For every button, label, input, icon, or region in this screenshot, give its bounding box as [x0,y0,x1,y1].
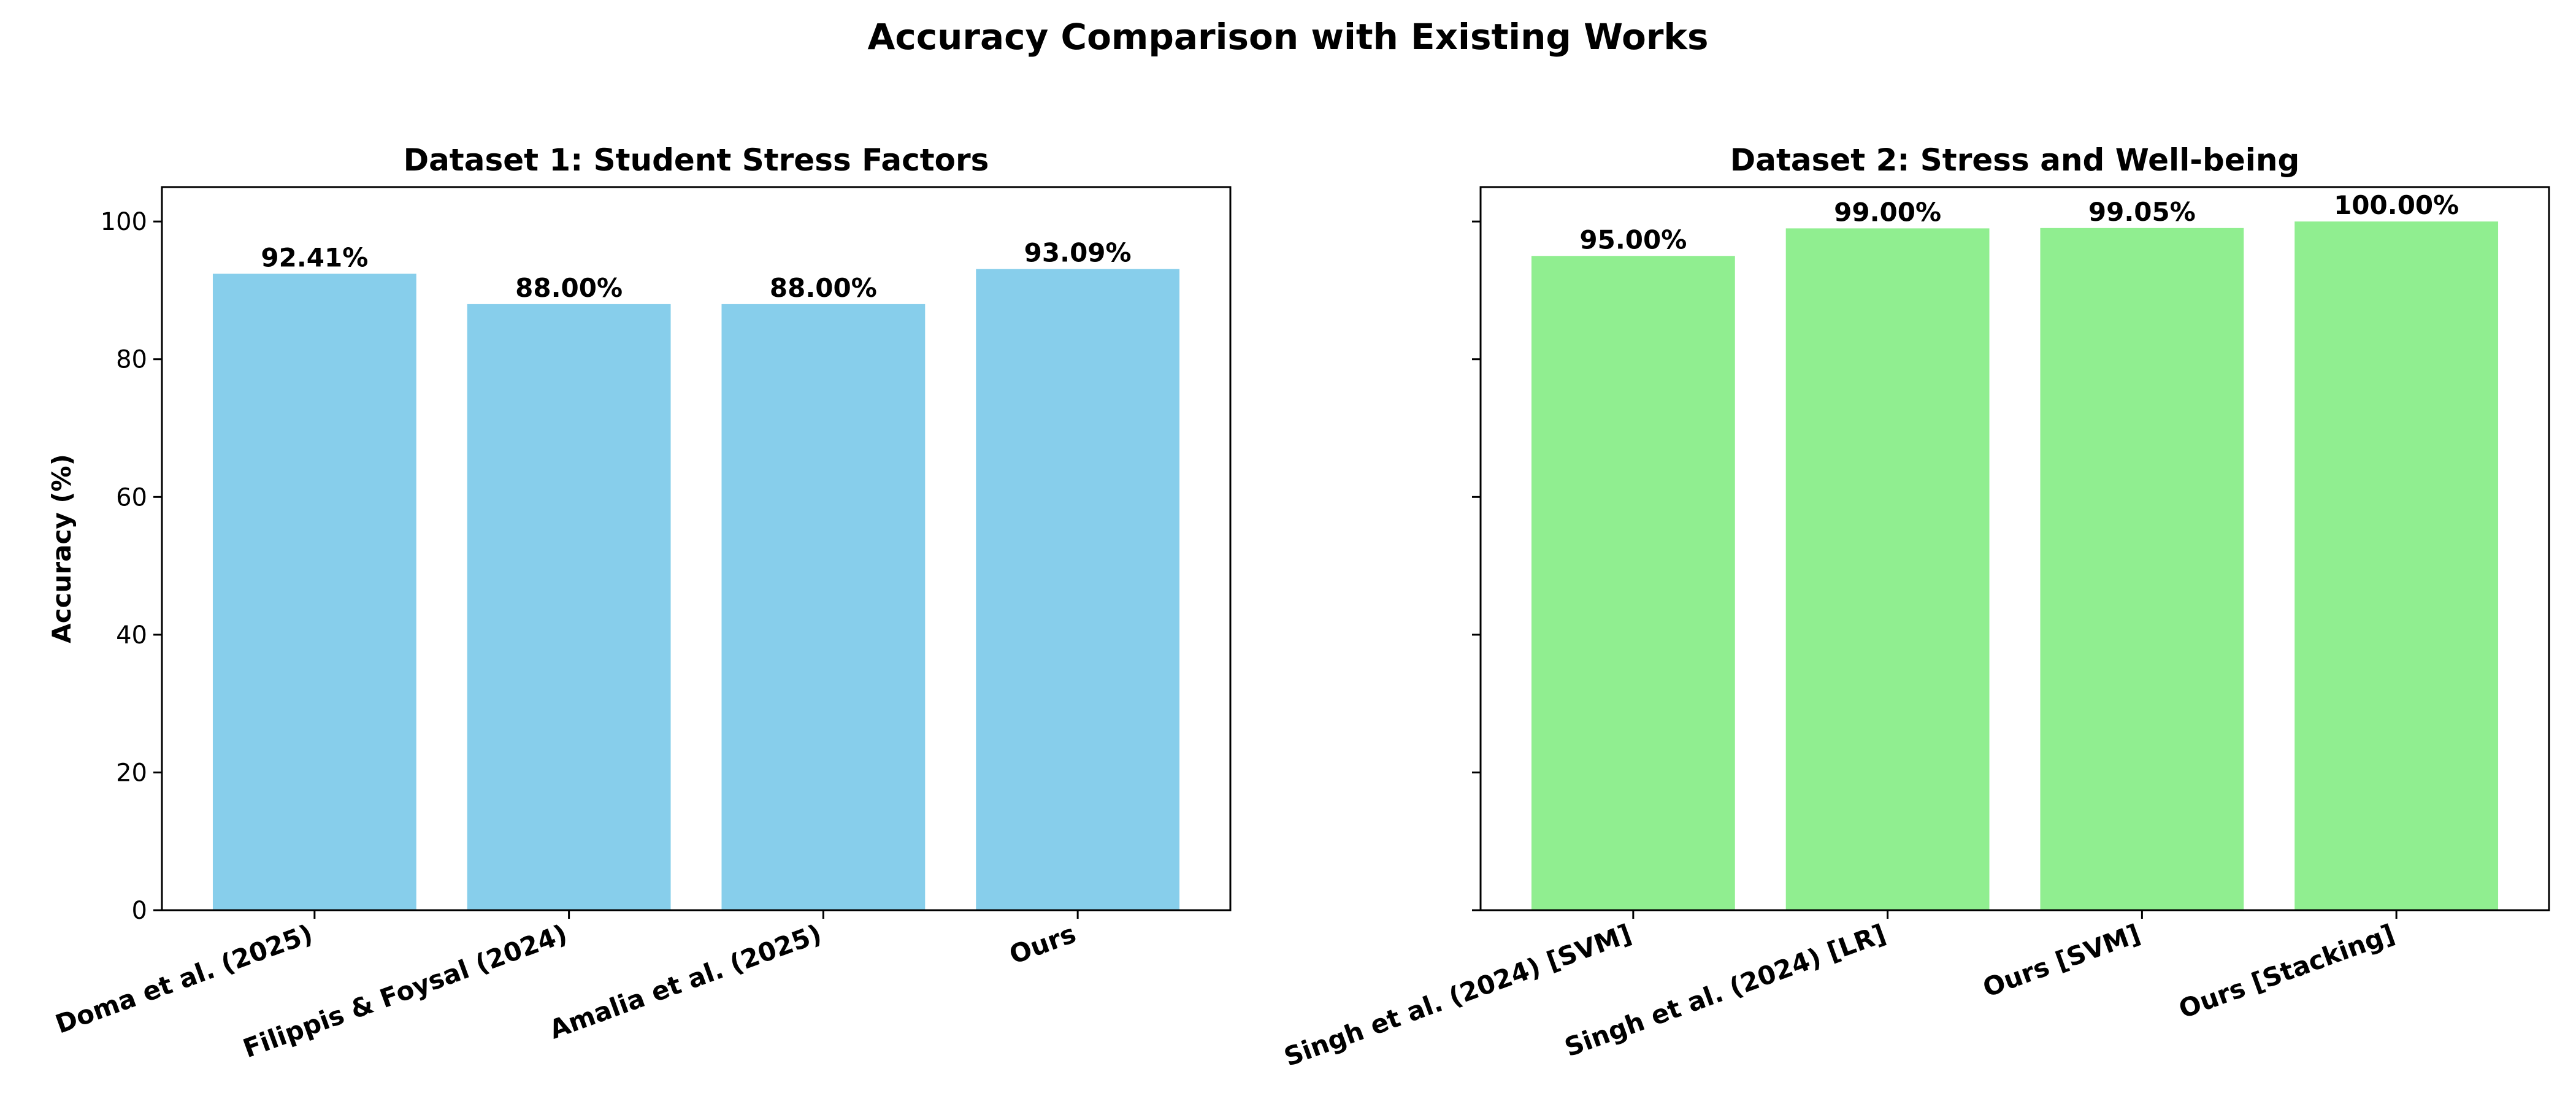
chart-2-title: Dataset 2: Stress and Well-being [1730,142,2300,178]
chart-1-value-label: 88.00% [770,273,877,303]
chart-2-value-label: 99.00% [1834,197,1941,227]
chart-2-value-label: 99.05% [2088,197,2196,227]
chart-1-value-label: 88.00% [515,273,623,303]
chart-1-value-label: 93.09% [1024,238,1132,268]
chart-2-value-label: 95.00% [1579,224,1687,255]
chart-1-bar [212,274,416,911]
chart-1-bar [976,269,1180,910]
chart-2-xtick-label: Ours [SVM] [1979,918,2144,1003]
chart-2-bar [2040,228,2244,910]
chart-1-title: Dataset 1: Student Stress Factors [404,142,989,178]
chart-2-bar [1785,228,1990,910]
chart-1-bar [467,304,671,910]
chart-2-axes-frame [1479,186,2550,911]
chart-1-axes-frame [161,186,1232,911]
chart-1-bar [721,304,926,910]
chart-1-xtick-label: Ours [1005,918,1079,970]
chart-1-value-label: 92.41% [261,242,368,272]
figure-title: Accuracy Comparison with Existing Works [867,16,1708,58]
chart-1-ytick-label: 20 [116,759,147,787]
chart-1-ytick-label: 0 [132,897,147,925]
chart-dataset-2: Singh et al. (2024) [SVM]Singh et al. (2… [1280,142,2550,1072]
chart-1-ytick-label: 80 [116,346,147,374]
chart-2-bar [2294,221,2499,911]
chart-1-xtick-label: Amalia et al. (2025) [545,918,826,1045]
chart-1-ytick-label: 40 [116,621,147,650]
chart-1-ylabel: Accuracy (%) [47,454,77,643]
chart-2-xtick-label: Ours [Stacking] [2175,918,2399,1024]
chart-1-ytick-label: 60 [116,483,147,512]
chart-1-ytick-label: 100 [101,208,147,236]
chart-2-value-label: 100.00% [2334,190,2459,220]
chart-2-bar [1531,256,1735,911]
